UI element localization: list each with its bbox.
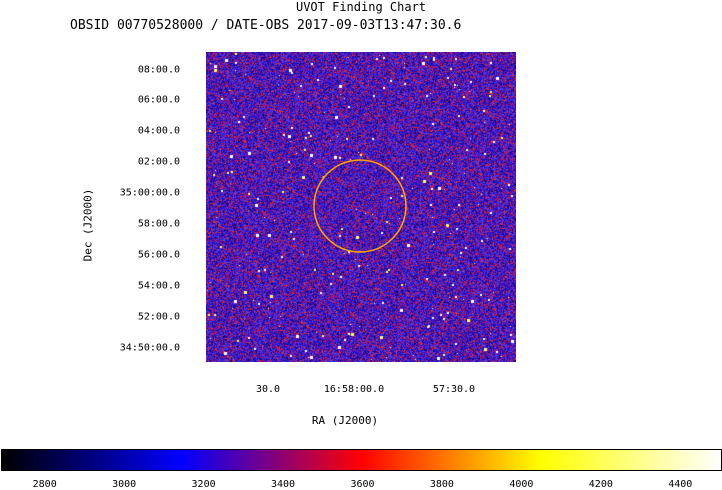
colorbar-tick-label: 4000 (509, 479, 534, 490)
colorbar-tick-label: 3400 (270, 479, 296, 490)
dec-tick-label: 56:00.0 (137, 249, 180, 261)
dec-tick-label: 52:00.0 (137, 311, 180, 323)
colorbar-tick-label: 2800 (32, 479, 57, 490)
colorbar-tick-label: 4400 (668, 479, 693, 490)
ra-tick-label: 16:58:00.0 (323, 384, 385, 395)
dec-tick-label: 35:00:00.0 (119, 187, 180, 199)
sky-image (206, 52, 516, 362)
dec-tick-label: 02:00.0 (137, 156, 180, 168)
sky-image-pixels (206, 52, 516, 362)
colorbar-tick-label: 3800 (429, 479, 454, 490)
chart-title: UVOT Finding Chart (295, 0, 427, 14)
dec-tick-label: 04:00.0 (137, 125, 180, 137)
colorbar-tick-label: 4200 (588, 479, 613, 490)
source-region-circle (313, 159, 407, 253)
dec-tick-label: 54:00.0 (137, 280, 180, 292)
dec-tick-label: 34:50:00.0 (119, 342, 180, 354)
x-axis-label: RA (J2000) (311, 414, 379, 427)
colorbar (1, 449, 722, 471)
colorbar-tick-label: 3600 (350, 479, 375, 490)
colorbar-tick-label: 3000 (112, 479, 137, 490)
ra-tick-label: 57:30.0 (432, 384, 476, 395)
dec-tick-label: 06:00.0 (137, 94, 180, 106)
y-axis-label: Dec (J2000) (81, 188, 95, 262)
image-overlay (313, 159, 407, 253)
dec-tick-label: 58:00.0 (137, 218, 180, 230)
ra-tick-label: 30.0 (255, 384, 281, 395)
colorbar-tick-label: 3200 (191, 479, 216, 490)
dec-tick-label: 08:00.0 (137, 64, 180, 76)
chart-subtitle: OBSID 00770528000 / DATE-OBS 2017-09-03T… (70, 18, 462, 33)
